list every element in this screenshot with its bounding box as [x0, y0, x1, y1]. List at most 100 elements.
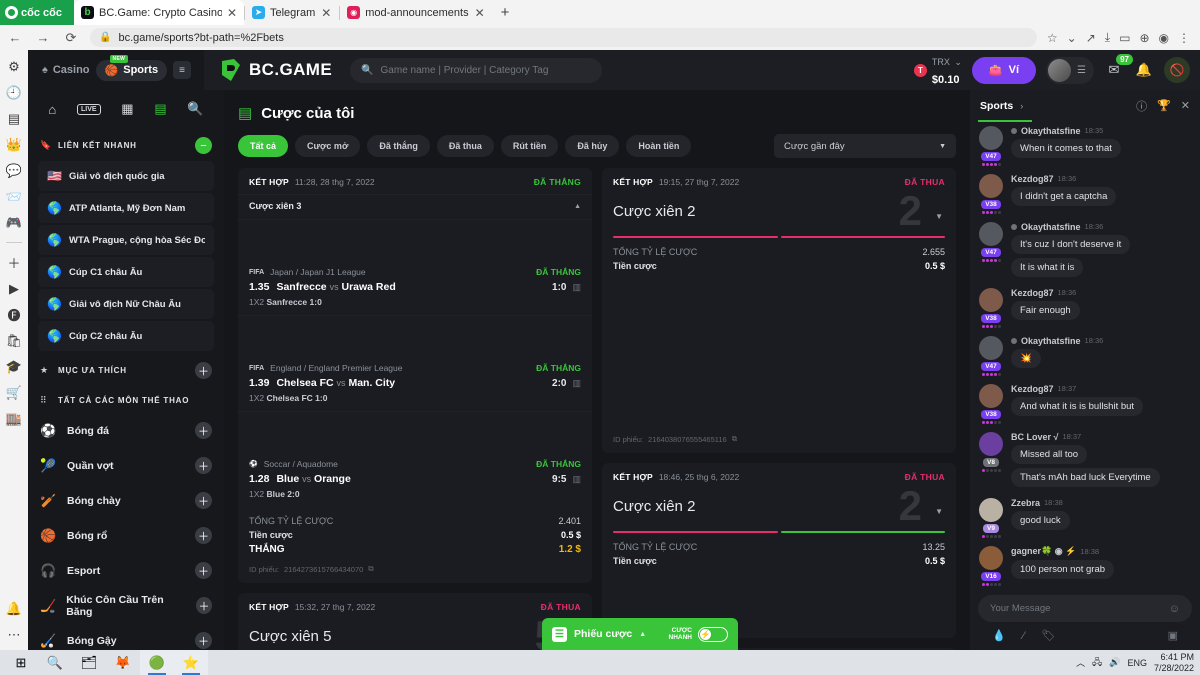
download-icon[interactable]: ⤓: [1104, 30, 1111, 44]
bell-icon[interactable]: 🔔: [5, 600, 23, 616]
add-sport-button[interactable]: ＋: [195, 562, 212, 579]
shopee-icon[interactable]: 🛍: [5, 332, 23, 348]
plus-icon[interactable]: ＋: [7, 256, 21, 271]
stats-icon[interactable]: ▥: [572, 282, 581, 292]
close-icon[interactable]: ✕: [1180, 100, 1190, 113]
sidebar-item-baseball[interactable]: 🏏 Bóng chày ＋: [28, 483, 224, 518]
avatar[interactable]: [979, 383, 1003, 408]
facebook-icon[interactable]: 🅕: [7, 308, 21, 323]
menu-toggle-button[interactable]: ≡: [173, 61, 192, 79]
my-bets-icon[interactable]: ▤: [154, 101, 167, 116]
calendar-icon[interactable]: ▦: [121, 101, 134, 116]
home-icon[interactable]: ⌂: [48, 101, 57, 117]
gif-icon[interactable]: ▣: [1167, 630, 1178, 642]
cast-icon[interactable]: ▭: [1119, 30, 1131, 45]
quicklink-item[interactable]: 🌎 Giải vô địch Nữ Châu Âu: [38, 289, 214, 319]
sidebar-item-tennis[interactable]: 🎾 Quần vợt ＋: [28, 448, 224, 483]
live-icon[interactable]: LIVE: [76, 103, 101, 115]
add-favorite-button[interactable]: ＋: [195, 362, 212, 379]
filter-chip-cancelled[interactable]: Đã hủy: [565, 135, 620, 157]
game-icon[interactable]: 🎮: [5, 214, 23, 230]
collapse-quicklinks-button[interactable]: −: [195, 137, 212, 154]
add-sport-button[interactable]: ＋: [195, 632, 212, 649]
extensions-icon[interactable]: ⌄: [1066, 30, 1077, 45]
filter-chip-refund[interactable]: Hoàn tiền: [626, 135, 692, 157]
chat-username[interactable]: Okaythatsfine: [1021, 221, 1081, 232]
chat-username[interactable]: Okaythatsfine: [1021, 125, 1081, 136]
chat-username[interactable]: Zzebra: [1011, 497, 1041, 508]
browser-tab-telegram[interactable]: ➤ Telegram ✕: [245, 0, 339, 25]
avatar[interactable]: [979, 431, 1003, 456]
close-tab-icon[interactable]: ✕: [321, 5, 332, 20]
copy-icon[interactable]: ⧉: [368, 564, 374, 573]
avatar[interactable]: [979, 545, 1003, 570]
share-icon[interactable]: ↗: [1085, 30, 1096, 45]
browser-tab-discord[interactable]: ◉ mod-announcements ✕: [340, 0, 492, 25]
crown-icon[interactable]: 👑: [5, 136, 23, 152]
chat-toggle-button[interactable]: 🚫: [1164, 57, 1190, 83]
sidebar-item-basketball[interactable]: 🏀 Bóng rổ ＋: [28, 518, 224, 553]
wallet-button[interactable]: 👛 Ví: [971, 56, 1037, 84]
sticker-icon[interactable]: 🏷: [1041, 630, 1056, 642]
chat-username[interactable]: Kezdog87: [1011, 383, 1054, 394]
bet-card[interactable]: KẾT HỢP 21:04, 24 thg 6, 2022: [602, 648, 956, 650]
chevron-down-icon[interactable]: ⌄: [954, 56, 962, 67]
close-tab-icon[interactable]: ✕: [474, 5, 485, 20]
history-icon[interactable]: 🕘: [5, 84, 23, 100]
bet-slip-bar[interactable]: ☰ Phiếu cược ▲ CƯỢC NHANH ⚡: [542, 618, 738, 650]
chevron-right-icon[interactable]: ›: [1020, 100, 1024, 111]
back-icon[interactable]: ←: [8, 30, 22, 45]
list-icon[interactable]: ▤: [7, 110, 21, 126]
chat-username[interactable]: BC Lover √: [1011, 431, 1059, 442]
avatar[interactable]: [979, 497, 1003, 522]
mail-button[interactable]: ✉ 97: [1104, 54, 1133, 80]
url-input[interactable]: 🔒 bc.game/sports?bt-path=%2Fbets: [90, 28, 1037, 47]
add-sport-button[interactable]: ＋: [195, 527, 212, 544]
add-sport-button[interactable]: ＋: [195, 422, 212, 439]
network-icon[interactable]: 🖧: [1092, 656, 1103, 667]
add-sport-button[interactable]: ＋: [195, 457, 212, 474]
rain-icon[interactable]: 💧: [992, 630, 1006, 642]
chat-messages[interactable]: V47 Okaythatsfine 18:35 When it comes to…: [970, 122, 1200, 587]
youtube-icon[interactable]: ▶: [9, 280, 19, 296]
game-search-input[interactable]: 🔍 Game name | Provider | Category Tag: [350, 57, 603, 83]
stats-icon[interactable]: ▥: [572, 474, 581, 484]
filter-chip-lost[interactable]: Đã thua: [436, 135, 494, 157]
search-icon[interactable]: 🔍: [46, 654, 64, 670]
user-menu-icon[interactable]: ☰: [1077, 64, 1086, 76]
star-icon[interactable]: ☆: [1046, 30, 1058, 45]
avatar[interactable]: [979, 335, 1003, 360]
chevron-up-icon[interactable]: ▲: [639, 630, 647, 638]
translate-icon[interactable]: ⊕: [1139, 30, 1150, 45]
more-icon[interactable]: ⋯: [7, 626, 21, 642]
language-indicator[interactable]: ENG: [1127, 657, 1147, 668]
reload-icon[interactable]: ⟳: [65, 29, 77, 45]
bet-card[interactable]: KẾT HỢP 15:32, 27 thg 7, 2022 ĐÃ THUA 5 …: [238, 593, 592, 650]
bcgame-brand[interactable]: BC.GAME: [220, 58, 332, 82]
sidebar-item-esport[interactable]: 🎧 Esport ＋: [28, 553, 224, 588]
chat-message-input[interactable]: Your Message ☺: [978, 595, 1192, 622]
bet-card[interactable]: KẾT HỢP 11:28, 28 thg 7, 2022 ĐÃ THẮNG C…: [238, 168, 592, 583]
stats-icon[interactable]: ▥: [572, 378, 581, 388]
shield-icon[interactable]: ◉: [1158, 30, 1169, 45]
quicklink-item[interactable]: 🌎 ATP Atlanta, Mỹ Đơn Nam: [38, 193, 214, 223]
sidebar-item-fieldhockey[interactable]: 🏑 Bóng Gậy ＋: [28, 623, 224, 650]
chevron-down-icon[interactable]: ▼: [935, 507, 943, 516]
chevron-up-icon[interactable]: ︿: [1076, 658, 1086, 668]
coccoc-icon[interactable]: 🟢: [140, 650, 174, 675]
taskbar-clock[interactable]: 6:41 PM 7/28/2022: [1154, 652, 1194, 673]
lazada-icon[interactable]: 🎓: [5, 358, 23, 374]
chat-room-title[interactable]: Sports: [980, 99, 1014, 112]
chevron-up-icon[interactable]: ▲: [574, 202, 581, 210]
tip-icon[interactable]: ⁄: [1022, 629, 1025, 642]
sidebar-item-icehockey[interactable]: 🏒 Khúc Côn Cầu Trên Băng ＋: [28, 588, 224, 623]
filter-chip-open[interactable]: Cược mở: [295, 135, 361, 157]
avatar[interactable]: [979, 287, 1003, 312]
windows-start-icon[interactable]: ⊞: [15, 654, 27, 670]
notifications-button[interactable]: 🔔: [1134, 60, 1154, 80]
explorer-icon[interactable]: 🗂: [80, 654, 98, 670]
menu-icon[interactable]: ⋮: [1178, 30, 1190, 45]
copy-icon[interactable]: ⧉: [731, 434, 738, 443]
bet-card[interactable]: KẾT HỢP 19:15, 27 thg 7, 2022 ĐÃ THUA 2 …: [602, 168, 956, 453]
user-menu[interactable]: ☰: [1046, 56, 1094, 84]
